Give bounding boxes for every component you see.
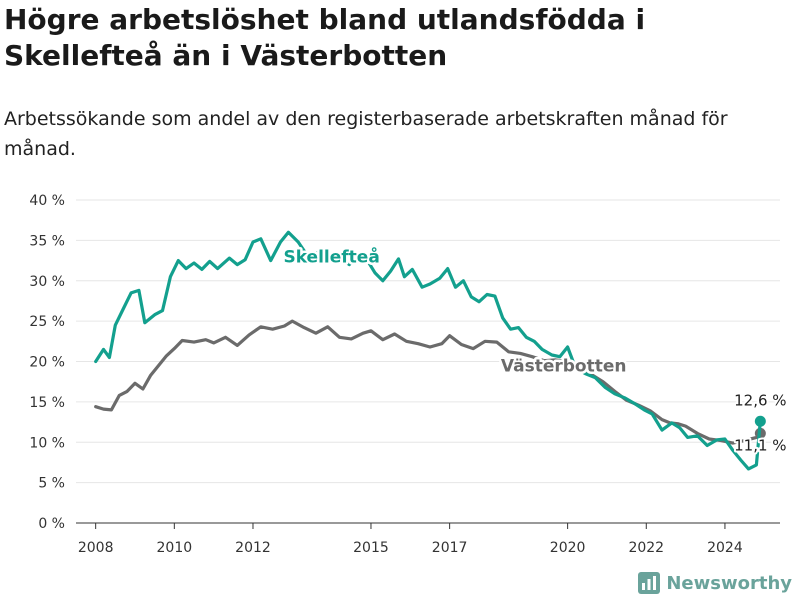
y-tick-label-20: 20 % xyxy=(29,355,65,371)
chart-title: Högre arbetslöshet bland utlandsfödda i … xyxy=(4,3,646,72)
y-tick-label-40: 40 % xyxy=(29,193,65,209)
end-value-label-skelleftea: 12,6 % xyxy=(734,391,786,409)
end-point-skelleftea xyxy=(754,415,766,427)
series-line-vasterbotten xyxy=(94,319,762,445)
y-tick-label-5: 5 % xyxy=(38,476,65,492)
series-labels: Skellefteå Västerbotten 12,6 % 11,1 % xyxy=(281,243,789,456)
x-tick-label-2024: 2024 xyxy=(707,540,743,556)
bar-chart-icon xyxy=(638,572,661,594)
x-tick-label-2008: 2008 xyxy=(78,540,114,556)
y-tick-label-10: 10 % xyxy=(29,435,65,451)
y-tick-label-35: 35 % xyxy=(29,233,65,249)
x-tick-label-2017: 2017 xyxy=(432,540,468,556)
series-label-skelleftea: Skellefteå xyxy=(283,246,379,268)
y-tick-label-25: 25 % xyxy=(29,314,65,330)
x-tick-label-2020: 2020 xyxy=(550,540,586,556)
x-tick-label-2022: 2022 xyxy=(628,540,664,556)
y-axis-ticks: 0 % 5 % 10 % 15 % 20 % 25 % 30 % 35 % 40 % xyxy=(29,193,65,532)
brand-name: Newsworthy xyxy=(666,572,792,594)
y-tick-label-0: 0 % xyxy=(38,516,65,532)
newsworthy-logo: Newsworthy xyxy=(638,572,792,594)
y-tick-label-15: 15 % xyxy=(29,395,65,411)
x-tick-label-2015: 2015 xyxy=(353,540,389,556)
series-line-skelleftea xyxy=(94,230,762,471)
chart-subtitle: Arbetssökande som andel av den registerb… xyxy=(4,108,728,160)
y-tick-label-30: 30 % xyxy=(29,274,65,290)
end-value-label-vasterbotten: 11,1 % xyxy=(734,436,786,454)
x-tick-label-2010: 2010 xyxy=(157,540,193,556)
x-tick-label-2012: 2012 xyxy=(235,540,271,556)
series-label-vasterbotten: Västerbotten xyxy=(501,357,627,377)
grid-lines xyxy=(76,199,780,484)
series-lines xyxy=(94,230,766,471)
x-axis: 2008 2010 2012 2015 2017 2020 2022 2024 xyxy=(76,522,780,556)
